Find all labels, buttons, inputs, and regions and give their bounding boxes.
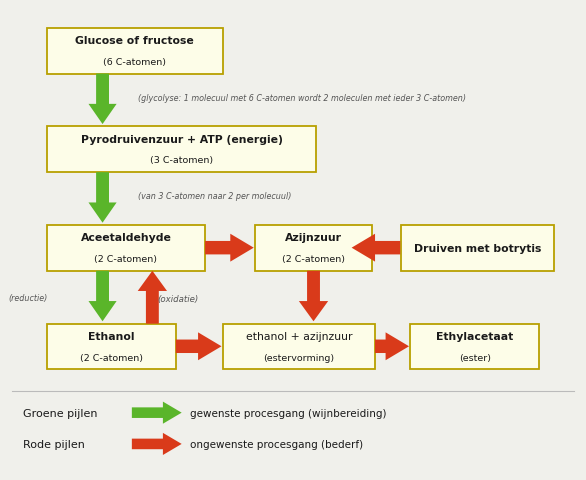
Text: (van 3 C-atomen naar 2 per molecuul): (van 3 C-atomen naar 2 per molecuul) <box>138 192 291 201</box>
Text: Pyrodruivenzuur + ATP (energie): Pyrodruivenzuur + ATP (energie) <box>81 134 282 144</box>
Text: Ethylacetaat: Ethylacetaat <box>436 331 513 341</box>
Text: gewenste procesgang (wijnbereiding): gewenste procesgang (wijnbereiding) <box>190 408 387 418</box>
Text: Druiven met botrytis: Druiven met botrytis <box>414 243 541 253</box>
Text: Groene pijlen: Groene pijlen <box>23 408 98 418</box>
Polygon shape <box>205 234 254 262</box>
Text: (ester): (ester) <box>459 353 490 362</box>
Polygon shape <box>132 402 182 424</box>
Text: Azijnzuur: Azijnzuur <box>285 233 342 243</box>
Text: Ethanol: Ethanol <box>88 331 135 341</box>
Polygon shape <box>299 271 328 322</box>
Polygon shape <box>88 173 117 223</box>
Text: (2 C-atomen): (2 C-atomen) <box>80 353 143 362</box>
FancyBboxPatch shape <box>410 324 539 370</box>
Text: (estervorming): (estervorming) <box>263 353 335 362</box>
FancyBboxPatch shape <box>47 127 316 173</box>
Polygon shape <box>138 271 167 324</box>
Text: (2 C-atomen): (2 C-atomen) <box>282 254 345 264</box>
Text: Rode pijlen: Rode pijlen <box>23 439 86 449</box>
Text: (oxidatie): (oxidatie) <box>157 294 198 303</box>
Text: Aceetaldehyde: Aceetaldehyde <box>80 233 172 243</box>
FancyBboxPatch shape <box>255 226 372 271</box>
Polygon shape <box>132 433 182 455</box>
Polygon shape <box>176 333 222 360</box>
Text: (2 C-atomen): (2 C-atomen) <box>94 254 158 264</box>
Polygon shape <box>352 234 400 262</box>
Polygon shape <box>88 74 117 125</box>
FancyBboxPatch shape <box>47 324 176 370</box>
Text: Glucose of fructose: Glucose of fructose <box>76 36 194 46</box>
Text: ongewenste procesgang (bederf): ongewenste procesgang (bederf) <box>190 439 363 449</box>
Text: (reductie): (reductie) <box>9 293 48 302</box>
Text: ethanol + azijnzuur: ethanol + azijnzuur <box>246 331 352 341</box>
Text: (glycolyse: 1 molecuul met 6 C-atomen wordt 2 moleculen met ieder 3 C-atomen): (glycolyse: 1 molecuul met 6 C-atomen wo… <box>138 94 466 102</box>
FancyBboxPatch shape <box>47 29 223 74</box>
Text: (6 C-atomen): (6 C-atomen) <box>103 58 166 67</box>
FancyBboxPatch shape <box>223 324 375 370</box>
FancyBboxPatch shape <box>47 226 205 271</box>
Polygon shape <box>88 271 117 322</box>
Polygon shape <box>375 333 409 360</box>
FancyBboxPatch shape <box>401 226 554 271</box>
Text: (3 C-atomen): (3 C-atomen) <box>150 156 213 165</box>
